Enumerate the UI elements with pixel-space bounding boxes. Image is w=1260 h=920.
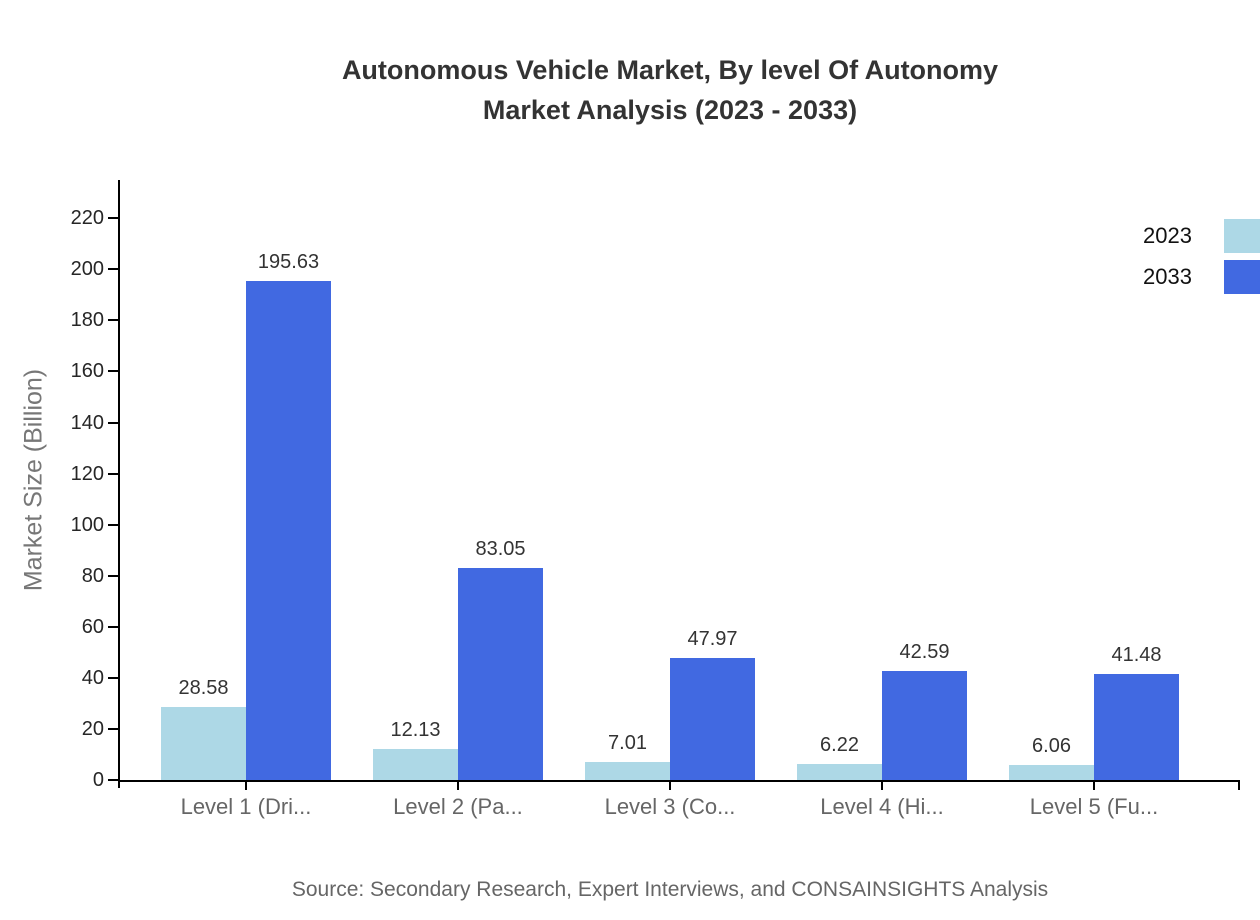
bar-2033-level-3-co	[670, 657, 755, 780]
y-tick-mark	[108, 727, 118, 730]
y-tick-label: 60	[81, 615, 104, 638]
x-category-label: Level 1 (Dri...	[180, 794, 312, 819]
bar-value-label: 6.22	[820, 734, 859, 757]
y-tick-label: 40	[81, 666, 104, 689]
x-category-label: Level 2 (Pa...	[393, 794, 523, 819]
bar-value-label: 47.97	[687, 627, 738, 650]
y-tick-mark	[108, 625, 118, 628]
x-tick-mark	[245, 782, 247, 790]
y-tick-label: 140	[70, 411, 104, 434]
y-tick-label: 200	[70, 258, 104, 281]
bar-value-label: 28.58	[178, 677, 229, 700]
bar-2033-level-4-hi	[882, 671, 967, 780]
source-text: Source: Secondary Research, Expert Inter…	[291, 878, 1049, 901]
x-category-label: Level 4 (Hi...	[820, 794, 944, 819]
bar-2023-level-3-co	[585, 762, 670, 780]
bar-2033-level-5-fu	[1094, 674, 1179, 780]
y-tick-label: 160	[70, 360, 104, 383]
bar-value-label: 7.01	[608, 732, 647, 755]
legend-label: 2033	[1143, 264, 1192, 289]
y-tick-mark	[108, 268, 118, 271]
y-axis-line	[118, 180, 120, 788]
legend-swatch	[1224, 219, 1260, 253]
bar-value-label: 41.48	[1111, 644, 1162, 667]
x-tick-mark	[457, 782, 459, 790]
x-axis-line	[118, 780, 1240, 782]
legend-label: 2023	[1143, 223, 1192, 248]
chart-title: Autonomous Vehicle Market, By level Of A…	[80, 50, 1260, 130]
y-tick-mark	[108, 217, 118, 220]
y-tick-mark	[108, 523, 118, 526]
y-tick-mark	[108, 421, 118, 424]
legend-swatch	[1224, 260, 1260, 294]
y-tick-label: 220	[70, 207, 104, 230]
x-category-label: Level 5 (Fu...	[1029, 794, 1159, 819]
chart-title-line-1: Autonomous Vehicle Market, By level Of A…	[341, 55, 999, 85]
chart-title-line-2: Market Analysis (2023 - 2033)	[482, 95, 858, 125]
x-tick-mark	[669, 782, 671, 790]
x-category-label: Level 3 (Co...	[604, 794, 736, 819]
legend-row: 2023	[980, 219, 1260, 253]
legend-row: 2033	[980, 260, 1260, 294]
bar-2033-level-1-dri	[246, 280, 331, 780]
y-tick-mark	[108, 472, 118, 475]
y-axis-title: Market Size (Billion)	[19, 368, 48, 592]
bar-2023-level-5-fu	[1009, 764, 1094, 780]
bar-2023-level-4-hi	[797, 764, 882, 780]
y-tick-mark	[108, 574, 118, 577]
x-axis-end-tick	[1238, 780, 1240, 790]
bar-value-label: 12.13	[390, 719, 441, 742]
bar-2033-level-2-pa	[458, 567, 543, 780]
plot-area: 0 20 40 60 80 100 120 140 160 180 200 220 28.58 195.6…	[71, 180, 1240, 819]
y-tick-label: 180	[70, 309, 104, 332]
x-tick-mark	[881, 782, 883, 790]
y-tick-label: 20	[81, 717, 104, 740]
y-tick-mark	[108, 676, 118, 679]
y-tick-mark	[108, 370, 118, 373]
y-tick-label: 120	[70, 462, 104, 485]
legend: 2023 2033	[980, 219, 1260, 301]
y-tick-mark	[108, 319, 118, 322]
bar-value-label: 6.06	[1032, 734, 1071, 757]
y-tick-label: 100	[70, 513, 104, 536]
bar-value-label: 195.63	[257, 250, 320, 273]
bar-2023-level-1-dri	[161, 707, 246, 780]
x-tick-mark	[1093, 782, 1095, 790]
y-tick-label: 80	[81, 564, 104, 587]
bar-value-label: 83.05	[475, 537, 526, 560]
y-tick-label: 0	[92, 769, 104, 791]
bar-2023-level-2-pa	[373, 749, 458, 780]
bar-value-label: 42.59	[899, 641, 950, 664]
y-tick-mark	[108, 779, 118, 781]
